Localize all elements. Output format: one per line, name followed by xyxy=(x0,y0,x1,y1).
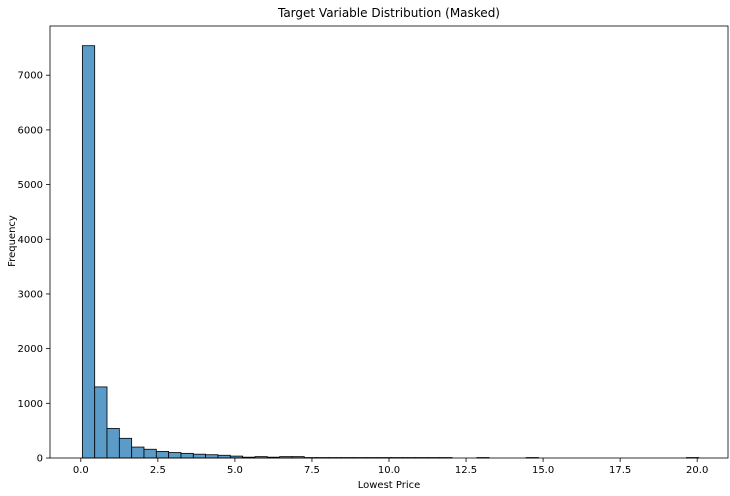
y-tick-label: 7000 xyxy=(18,71,43,82)
histogram-bar xyxy=(168,452,182,459)
y-tick-label: 2000 xyxy=(18,344,43,355)
histogram-bar xyxy=(205,454,219,459)
x-tick-label: 12.5 xyxy=(455,465,477,476)
y-tick-label: 3000 xyxy=(18,289,43,300)
x-axis-label: Lowest Price xyxy=(358,480,421,491)
x-tick-label: 2.5 xyxy=(150,465,166,476)
histogram-bar xyxy=(118,437,133,459)
y-axis-label: Frequency xyxy=(7,215,18,267)
y-tick-label: 5000 xyxy=(18,180,43,191)
histogram-bar xyxy=(143,448,157,459)
x-tick-label: 7.5 xyxy=(304,465,320,476)
x-tick-label: 5.0 xyxy=(227,465,243,476)
y-tick-label: 6000 xyxy=(18,125,43,136)
x-tick-label: 17.5 xyxy=(609,465,631,476)
y-tick-label: 4000 xyxy=(18,235,43,246)
histogram-bars xyxy=(81,45,700,459)
histogram-bar xyxy=(155,451,170,459)
histogram-bar xyxy=(94,386,108,459)
x-tick-label: 20.0 xyxy=(686,465,708,476)
y-axis-ticks: 0 1000 2000 3000 4000 5000 6000 7000 xyxy=(18,71,50,465)
histogram-bar xyxy=(217,454,231,459)
histogram-bar xyxy=(81,45,96,459)
histogram-bar xyxy=(131,446,145,459)
x-tick-label: 0.0 xyxy=(73,465,89,476)
histogram-bar xyxy=(192,453,207,459)
histogram-bar xyxy=(180,452,194,459)
histogram-bar xyxy=(106,428,120,459)
x-axis-ticks: 0.0 2.5 5.0 7.5 10.0 12.5 15.0 17.5 20.0 xyxy=(73,458,708,476)
y-tick-label: 0 xyxy=(37,454,43,465)
x-tick-label: 15.0 xyxy=(532,465,554,476)
y-tick-label: 1000 xyxy=(18,399,43,410)
chart-title: Target Variable Distribution (Masked) xyxy=(277,6,500,20)
x-tick-label: 10.0 xyxy=(378,465,400,476)
